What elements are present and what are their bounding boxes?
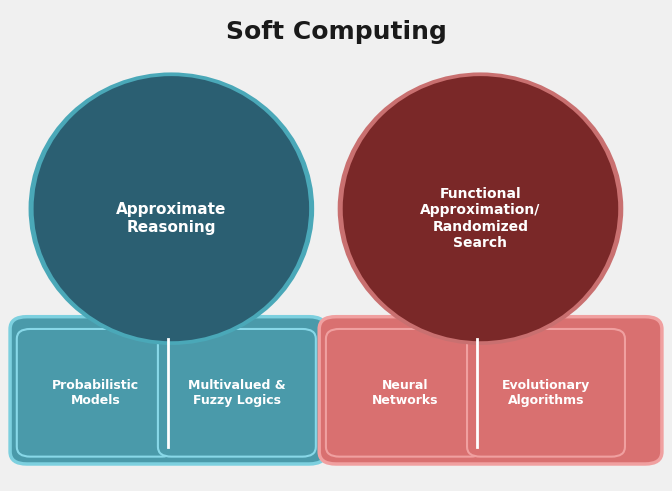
Ellipse shape <box>337 73 623 345</box>
Text: Approximate
Reasoning: Approximate Reasoning <box>116 202 226 235</box>
FancyBboxPatch shape <box>10 317 326 464</box>
Text: Soft Computing: Soft Computing <box>226 20 446 44</box>
Ellipse shape <box>34 76 309 341</box>
Text: Functional
Approximation/
Randomized
Search: Functional Approximation/ Randomized Sea… <box>420 187 541 250</box>
FancyBboxPatch shape <box>158 329 316 457</box>
FancyBboxPatch shape <box>17 329 175 457</box>
FancyBboxPatch shape <box>326 329 484 457</box>
Ellipse shape <box>29 73 314 345</box>
Text: Neural
Networks: Neural Networks <box>372 379 438 407</box>
FancyBboxPatch shape <box>319 317 662 464</box>
Text: Multivalued &
Fuzzy Logics: Multivalued & Fuzzy Logics <box>188 379 286 407</box>
Ellipse shape <box>343 76 618 341</box>
FancyBboxPatch shape <box>467 329 625 457</box>
Text: Evolutionary
Algorithms: Evolutionary Algorithms <box>502 379 590 407</box>
Text: Probabilistic
Models: Probabilistic Models <box>52 379 139 407</box>
